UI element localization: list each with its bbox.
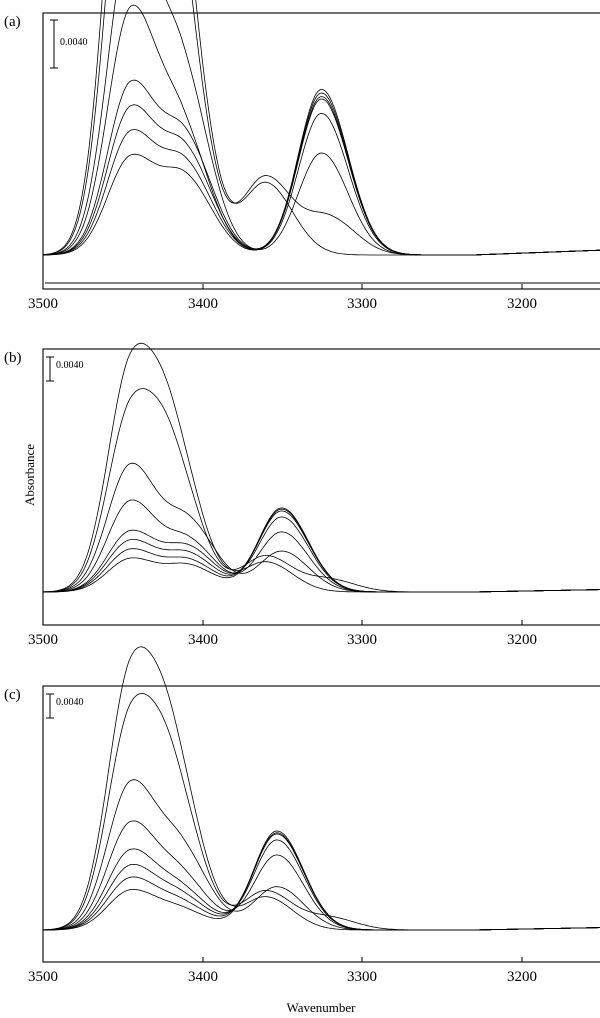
panel-b-series-group (42, 342, 600, 593)
panel-a-series-3 (42, 0, 600, 256)
panel-a-label: (a) (4, 14, 21, 30)
panel-b-tick-label: 3500 (28, 632, 58, 648)
panel-a-frame (42, 12, 600, 290)
panel-c-series-2 (43, 692, 600, 931)
panel-b-scale-bar: 0.0040 (46, 356, 84, 382)
panel-b-series-7 (43, 507, 600, 593)
panel-b-series-1 (43, 342, 600, 593)
panel-a-tick-label: 3300 (347, 296, 377, 312)
panel-c-scale-bar-label: 0.0040 (56, 697, 84, 708)
panel-c-series-7 (43, 830, 600, 931)
panel-c: (c) 0.0040 3500 3400 3300 3200 (4, 646, 600, 985)
panel-c-series-6 (42, 833, 600, 931)
panel-b-label: (b) (4, 350, 22, 366)
figure-xlabel: Wavenumber (287, 1000, 357, 1015)
panel-c-label: (c) (4, 687, 21, 703)
panel-b-ticks (42, 620, 523, 625)
panel-c-frame (42, 685, 600, 963)
panel-b-series-5 (42, 516, 600, 593)
panel-c-scale-bar: 0.0040 (46, 693, 84, 719)
panel-c-tick-label: 3300 (347, 969, 377, 985)
panel-a: (a) 0.0040 3500 3400 3300 3200 (4, 0, 600, 312)
panel-c-series-1 (43, 646, 600, 931)
panel-a-tick-label: 3400 (188, 296, 218, 312)
panel-a-scale-bar: 0.0040 (50, 19, 88, 69)
panel-a-series-2 (42, 0, 600, 256)
panel-b-tick-label: 3200 (507, 632, 537, 648)
panel-c-series-8 (43, 832, 600, 931)
panel-c-series-4 (43, 820, 600, 931)
panel-a-scale-bar-label: 0.0040 (60, 37, 88, 48)
panel-c-series-group (42, 646, 600, 931)
panel-a-series-8 (43, 96, 600, 256)
panel-a-series-5 (42, 79, 600, 256)
panel-c-series-5 (43, 839, 600, 931)
panel-b-series-8 (43, 508, 600, 593)
panel-a-series-group (42, 0, 600, 256)
panel-c-tick-label: 3400 (188, 969, 218, 985)
panel-a-series-4 (43, 4, 600, 256)
panel-a-tick-label: 3500 (28, 296, 58, 312)
figure-ylabel: Absorbance (22, 444, 37, 506)
panel-b-series-6 (43, 510, 600, 593)
panel-b: (b) 0.0040 3500 3400 3300 3200 (4, 342, 600, 648)
panel-a-series-7 (43, 88, 600, 256)
panel-c-ticks (42, 957, 523, 962)
panel-b-tick-label: 3400 (188, 632, 218, 648)
panel-b-scale-bar-label: 0.0040 (56, 360, 84, 371)
panel-a-series-1 (42, 0, 600, 256)
panel-c-tick-label: 3500 (28, 969, 58, 985)
panel-b-frame (42, 348, 600, 626)
panel-c-tick-label: 3200 (507, 969, 537, 985)
panel-a-ticks (42, 284, 523, 289)
panel-b-tick-label: 3300 (347, 632, 377, 648)
panel-a-series-6 (43, 92, 600, 256)
panel-a-tick-label: 3200 (507, 296, 537, 312)
panel-b-series-2 (42, 388, 600, 593)
